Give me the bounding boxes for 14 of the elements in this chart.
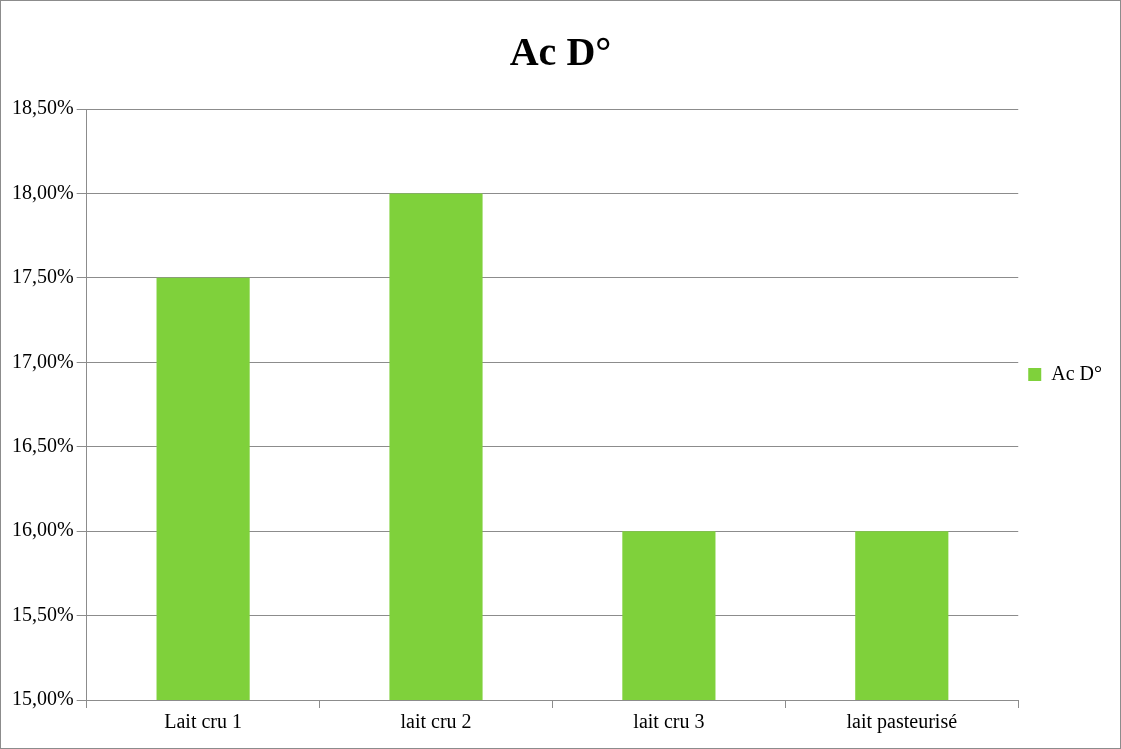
y-tick-label: 18,50% [11, 96, 74, 119]
y-tick-label: 17,50% [11, 265, 74, 288]
y-tick-label: 16,00% [11, 518, 74, 541]
x-tick-label: lait pasteurisé [846, 710, 958, 734]
x-tick-label: lait cru 2 [400, 710, 472, 733]
y-tick-label: 17,00% [11, 349, 74, 372]
y-tick-label: 18,00% [11, 180, 74, 203]
x-tick-label: lait cru 3 [633, 710, 705, 733]
y-tick-label: 16,50% [11, 433, 74, 456]
chart-title: Ac D° [509, 29, 612, 75]
y-tick-label: 15,50% [11, 602, 74, 625]
legend-label: Ac D° [1051, 361, 1102, 384]
x-tick-label: Lait cru 1 [164, 710, 242, 733]
y-tick-label: 15,00% [11, 687, 74, 710]
